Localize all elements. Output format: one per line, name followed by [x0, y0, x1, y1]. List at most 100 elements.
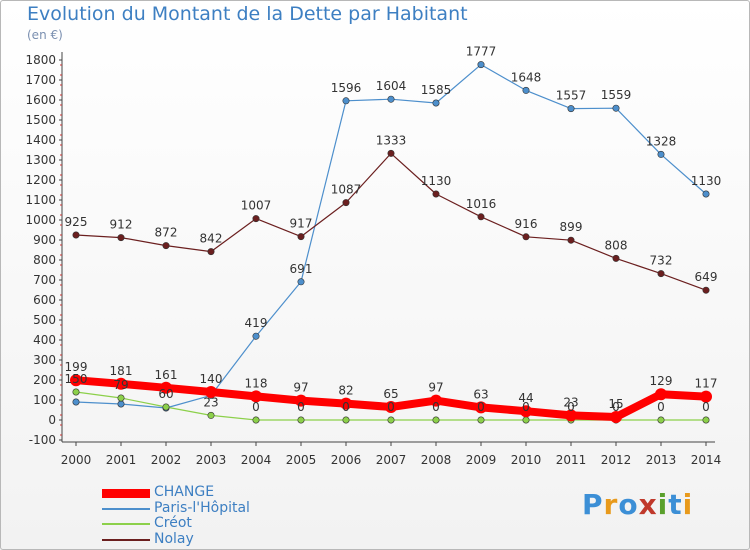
x-tick-label: 2001 — [106, 453, 137, 467]
data-label: 1328 — [646, 134, 677, 148]
y-tick-label: 0 — [48, 413, 56, 427]
data-label: 0 — [522, 400, 530, 414]
y-tick-label: 1500 — [25, 113, 56, 127]
data-point — [655, 388, 667, 401]
data-label: 0 — [252, 400, 260, 414]
data-point — [702, 416, 710, 424]
data-label: 1604 — [376, 79, 407, 93]
data-label: 60 — [158, 387, 173, 401]
data-label: 917 — [290, 217, 313, 231]
y-tick-label: -100 — [29, 433, 56, 447]
data-label: 118 — [245, 376, 268, 390]
data-point — [702, 190, 710, 198]
data-point — [297, 233, 305, 241]
x-tick-label: 2009 — [466, 453, 497, 467]
y-tick-label: 200 — [33, 373, 56, 387]
x-tick-label: 2014 — [691, 453, 722, 467]
data-point — [252, 416, 260, 424]
data-point — [297, 416, 305, 424]
data-label: 1596 — [331, 81, 362, 95]
data-point — [477, 416, 485, 424]
data-point — [387, 149, 395, 157]
data-label: 1585 — [421, 83, 452, 97]
data-point — [72, 398, 80, 406]
data-label: 691 — [290, 262, 313, 276]
y-tick-label: 1000 — [25, 213, 56, 227]
legend-swatch — [102, 538, 150, 541]
data-label: 97 — [293, 381, 308, 395]
chart-unit: (en €) — [27, 28, 63, 42]
y-tick-label: 700 — [33, 273, 56, 287]
x-tick-label: 2004 — [241, 453, 272, 467]
data-point — [432, 190, 440, 198]
data-point — [567, 105, 575, 113]
data-point — [430, 394, 442, 407]
data-label: 1007 — [241, 199, 272, 213]
data-point — [117, 400, 125, 408]
data-label: 63 — [473, 387, 488, 401]
data-point — [342, 199, 350, 207]
data-label: 23 — [563, 395, 578, 409]
data-point — [250, 390, 262, 403]
x-tick-label: 2008 — [421, 453, 452, 467]
data-point — [387, 95, 395, 103]
data-label: 140 — [200, 372, 223, 386]
legend-swatch — [102, 523, 150, 525]
data-point — [657, 270, 665, 278]
y-tick-label: 1700 — [25, 73, 56, 87]
data-label: 129 — [650, 374, 673, 388]
data-label: 1648 — [511, 70, 542, 84]
data-point — [117, 394, 125, 402]
data-label: 0 — [342, 400, 350, 414]
data-point — [612, 254, 620, 262]
legend-label: Paris-l'Hôpital — [154, 499, 250, 516]
data-label: 1557 — [556, 89, 587, 103]
data-label: 842 — [200, 232, 223, 246]
x-tick-label: 2013 — [646, 453, 677, 467]
x-tick-label: 2011 — [556, 453, 587, 467]
y-tick-label: 1200 — [25, 173, 56, 187]
y-tick-label: 100 — [33, 393, 56, 407]
data-label: 23 — [203, 395, 218, 409]
data-label: 1777 — [466, 45, 497, 59]
data-point — [207, 248, 215, 256]
data-label: 925 — [65, 215, 88, 229]
data-label: 1130 — [421, 174, 452, 188]
data-point — [207, 411, 215, 419]
y-tick-label: 1800 — [25, 53, 56, 67]
series-line-nolay — [75, 152, 707, 291]
data-point — [522, 416, 530, 424]
data-point — [295, 394, 307, 407]
data-label: 0 — [477, 400, 485, 414]
y-tick-label: 500 — [33, 313, 56, 327]
data-point — [522, 86, 530, 94]
x-tick-label: 2003 — [196, 453, 227, 467]
data-point — [340, 397, 352, 410]
y-tick-label: 1600 — [25, 93, 56, 107]
data-point — [385, 401, 397, 413]
x-tick-label: 2007 — [376, 453, 407, 467]
data-point — [612, 104, 620, 112]
data-label: 97 — [428, 381, 443, 395]
data-point — [520, 405, 532, 418]
data-point — [477, 61, 485, 69]
data-label: 912 — [110, 218, 133, 232]
legend-swatch — [102, 507, 150, 510]
data-label: 0 — [297, 400, 305, 414]
data-point — [432, 99, 440, 107]
data-label: 1130 — [691, 174, 722, 188]
y-tick-label: 1400 — [25, 133, 56, 147]
legend-label: Nolay — [154, 530, 194, 547]
data-point — [252, 215, 260, 223]
data-point — [72, 388, 80, 396]
data-point — [297, 278, 305, 286]
data-point — [610, 411, 622, 423]
data-label: 0 — [432, 400, 440, 414]
data-label: 0 — [702, 400, 710, 414]
data-label: 181 — [110, 364, 133, 378]
data-label: 1333 — [376, 133, 407, 147]
data-label: 65 — [383, 387, 398, 401]
x-tick-label: 2005 — [286, 453, 317, 467]
proxiti-logo: Proxiti — [582, 488, 694, 521]
